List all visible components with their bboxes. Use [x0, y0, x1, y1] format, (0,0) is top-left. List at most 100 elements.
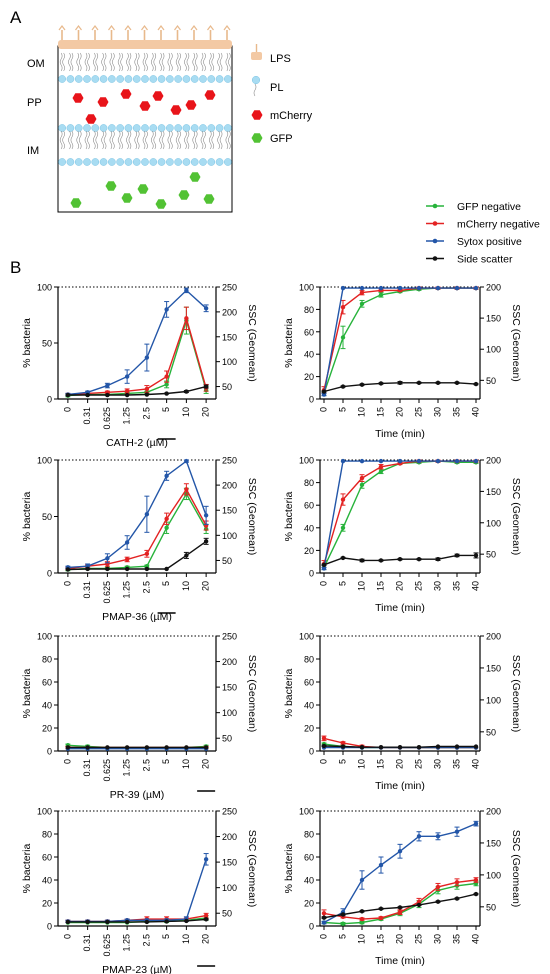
- lipid-tail-icon: [62, 52, 65, 72]
- x-tick-label: 30: [432, 934, 442, 944]
- lps-branch-icon: [75, 25, 82, 31]
- phospholipid-head-icon: [215, 75, 224, 83]
- data-point: [359, 301, 365, 306]
- y-tick-label: 0: [309, 922, 314, 932]
- lipid-tail-icon: [70, 130, 74, 150]
- phospholipid-head-icon: [215, 124, 224, 132]
- phospholipid-head-icon: [182, 124, 191, 132]
- phospholipid-head-icon: [132, 75, 141, 83]
- series-side-scatter: [65, 917, 209, 925]
- data-point: [416, 380, 422, 386]
- data-point: [435, 899, 441, 904]
- y2-tick-label: 200: [222, 832, 237, 842]
- lipid-tail-icon: [228, 52, 231, 72]
- series-line: [67, 488, 207, 570]
- x-tick-label: 5: [161, 934, 171, 939]
- y-tick-label: 40: [304, 876, 314, 886]
- phospholipid-head-icon: [132, 158, 141, 166]
- x-tick-label: 10: [356, 759, 366, 769]
- lipid-tail-icon: [101, 52, 104, 72]
- y-tick-label: 40: [42, 876, 52, 886]
- data-point: [397, 285, 403, 291]
- lipid-tail-icon: [68, 52, 71, 72]
- lipid-tail-icon: [153, 130, 157, 150]
- data-point: [340, 384, 346, 389]
- phospholipid-head-icon: [166, 124, 174, 132]
- phospholipid-head-icon: [207, 158, 216, 166]
- data-point: [454, 380, 460, 386]
- data-point: [454, 285, 460, 291]
- series-side-scatter: [65, 384, 209, 398]
- data-point: [435, 556, 441, 562]
- phospholipid-head-icon: [124, 158, 133, 166]
- phospholipid-head-icon: [182, 158, 191, 166]
- data-point: [164, 307, 169, 312]
- series-sytox-positive: [321, 458, 479, 571]
- data-point: [124, 557, 130, 562]
- y2-tick-label: 150: [486, 663, 501, 673]
- legend-pl-label: PL: [270, 82, 283, 94]
- series-line: [67, 459, 207, 569]
- phospholipid-head-icon: [91, 158, 100, 166]
- y2-tick-label: 100: [222, 531, 237, 541]
- y-axis-label: % bacteria: [283, 844, 295, 894]
- data-point: [164, 525, 169, 530]
- y2-tick-label: 50: [222, 909, 232, 919]
- data-point: [473, 381, 479, 387]
- lipid-tail-icon: [87, 52, 90, 72]
- y-axis-label: % bacteria: [21, 318, 33, 368]
- data-point: [397, 458, 403, 464]
- lps-branch-icon: [157, 25, 165, 31]
- lipid-tail-icon: [184, 130, 187, 150]
- series-mcherry-negative: [321, 458, 479, 568]
- data-point: [321, 736, 327, 741]
- gfp-hexagon-icon: [178, 190, 190, 200]
- y2-axis-label: SSC (Geomean): [510, 655, 522, 733]
- data-point: [378, 906, 384, 911]
- x-tick-label: 25: [413, 934, 423, 944]
- x-tick-label: 25: [413, 407, 423, 417]
- lipid-tail-icon: [178, 52, 181, 72]
- lipid-tail-icon: [59, 52, 63, 72]
- lipid-tail-icon: [219, 52, 223, 72]
- phospholipid-head-icon: [58, 75, 66, 83]
- data-point: [85, 392, 90, 398]
- y-tick-label: 40: [304, 523, 314, 533]
- lipid-tail-icon: [200, 52, 204, 72]
- data-point: [397, 744, 403, 750]
- x-tick-label: 15: [375, 581, 385, 591]
- gfp-hexagon-icon: [203, 194, 215, 204]
- y2-axis-label: SSC (Geomean): [510, 304, 522, 382]
- data-point: [65, 919, 71, 925]
- x-tick-label: 0: [62, 934, 72, 939]
- lipid-tail-icon: [92, 130, 96, 150]
- chart-7: 0 20 40 60 80 100 50 100 150 200 250 0 0.31 0.625 1.25…: [21, 807, 258, 974]
- data-point: [144, 919, 150, 925]
- data-point: [359, 558, 365, 563]
- y-tick-label: 50: [42, 512, 52, 522]
- series-gfp-negative: [321, 458, 479, 571]
- lipid-tail-icon: [128, 52, 132, 72]
- data-point: [105, 566, 110, 572]
- lipid-tail-icon: [76, 52, 80, 72]
- lipid-tail-icon: [70, 52, 74, 72]
- x-tick-label: 1.25: [122, 581, 132, 599]
- data-point: [454, 553, 460, 558]
- data-point: [184, 288, 189, 293]
- data-point: [340, 555, 346, 561]
- lps-branch-icon: [91, 25, 99, 31]
- y2-tick-label: 250: [222, 283, 237, 293]
- x-tick-label: 5: [337, 934, 347, 939]
- y-axis-label: % bacteria: [21, 844, 33, 894]
- data-point: [435, 458, 441, 464]
- phospholipid-head-icon: [166, 158, 174, 166]
- legend-gfp-label: GFP: [270, 133, 293, 145]
- phospholipid-head-icon: [99, 124, 108, 132]
- y2-tick-label: 50: [486, 727, 496, 737]
- lipid-tail-icon: [134, 130, 138, 150]
- membrane-schematic: OM PP IM LPS PL mCherry GFP: [27, 25, 313, 213]
- lipid-tail-icon: [217, 52, 220, 72]
- y2-tick-label: 200: [486, 632, 501, 642]
- data-point: [105, 556, 110, 561]
- x-tick-label: 0: [62, 581, 72, 586]
